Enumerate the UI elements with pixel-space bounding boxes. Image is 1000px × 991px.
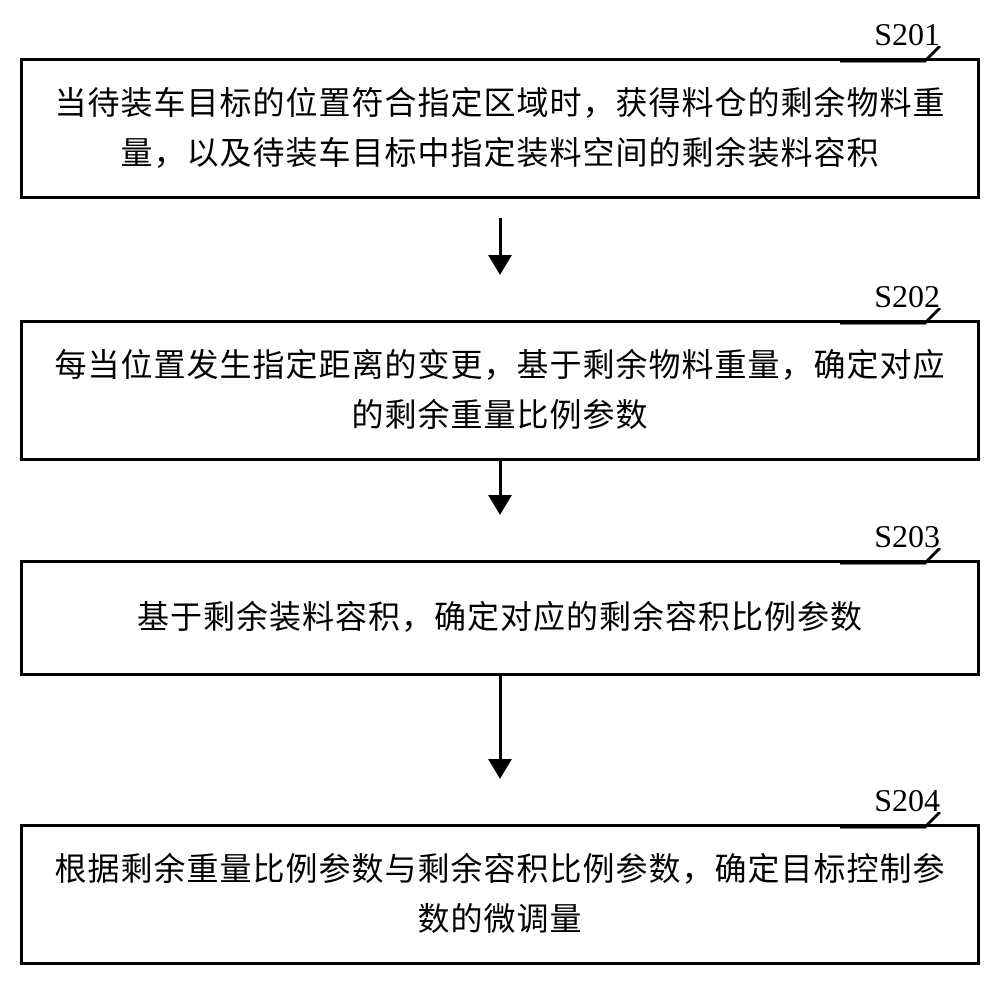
step-box: 当待装车目标的位置符合指定区域时，获得料仓的剩余物料重量，以及待装车目标中指定装… (20, 58, 980, 199)
flowchart-container: S201 当待装车目标的位置符合指定区域时，获得料仓的剩余物料重量，以及待装车目… (0, 0, 1000, 991)
flow-step-s201: S201 当待装车目标的位置符合指定区域时，获得料仓的剩余物料重量，以及待装车目… (20, 58, 980, 199)
step-box: 根据剩余重量比例参数与剩余容积比例参数，确定目标控制参数的微调量 (20, 824, 980, 965)
label-connector (840, 46, 950, 64)
label-connector (840, 812, 950, 830)
flow-step-s203: S203 基于剩余装料容积，确定对应的剩余容积比例参数 (20, 560, 980, 676)
step-box: 基于剩余装料容积，确定对应的剩余容积比例参数 (20, 560, 980, 676)
flow-step-s202: S202 每当位置发生指定距离的变更，基于剩余物料重量，确定对应的剩余重量比例参… (20, 320, 980, 461)
flow-arrow (488, 676, 512, 779)
step-box: 每当位置发生指定距离的变更，基于剩余物料重量，确定对应的剩余重量比例参数 (20, 320, 980, 461)
flow-arrow (488, 218, 512, 275)
label-connector (840, 308, 950, 326)
flow-arrow (488, 458, 512, 515)
flow-step-s204: S204 根据剩余重量比例参数与剩余容积比例参数，确定目标控制参数的微调量 (20, 824, 980, 965)
label-connector (840, 548, 950, 566)
